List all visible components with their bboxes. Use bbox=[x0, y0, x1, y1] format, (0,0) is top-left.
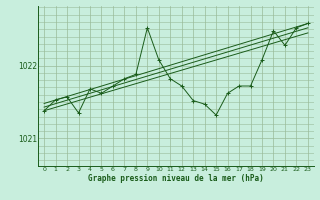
X-axis label: Graphe pression niveau de la mer (hPa): Graphe pression niveau de la mer (hPa) bbox=[88, 174, 264, 183]
